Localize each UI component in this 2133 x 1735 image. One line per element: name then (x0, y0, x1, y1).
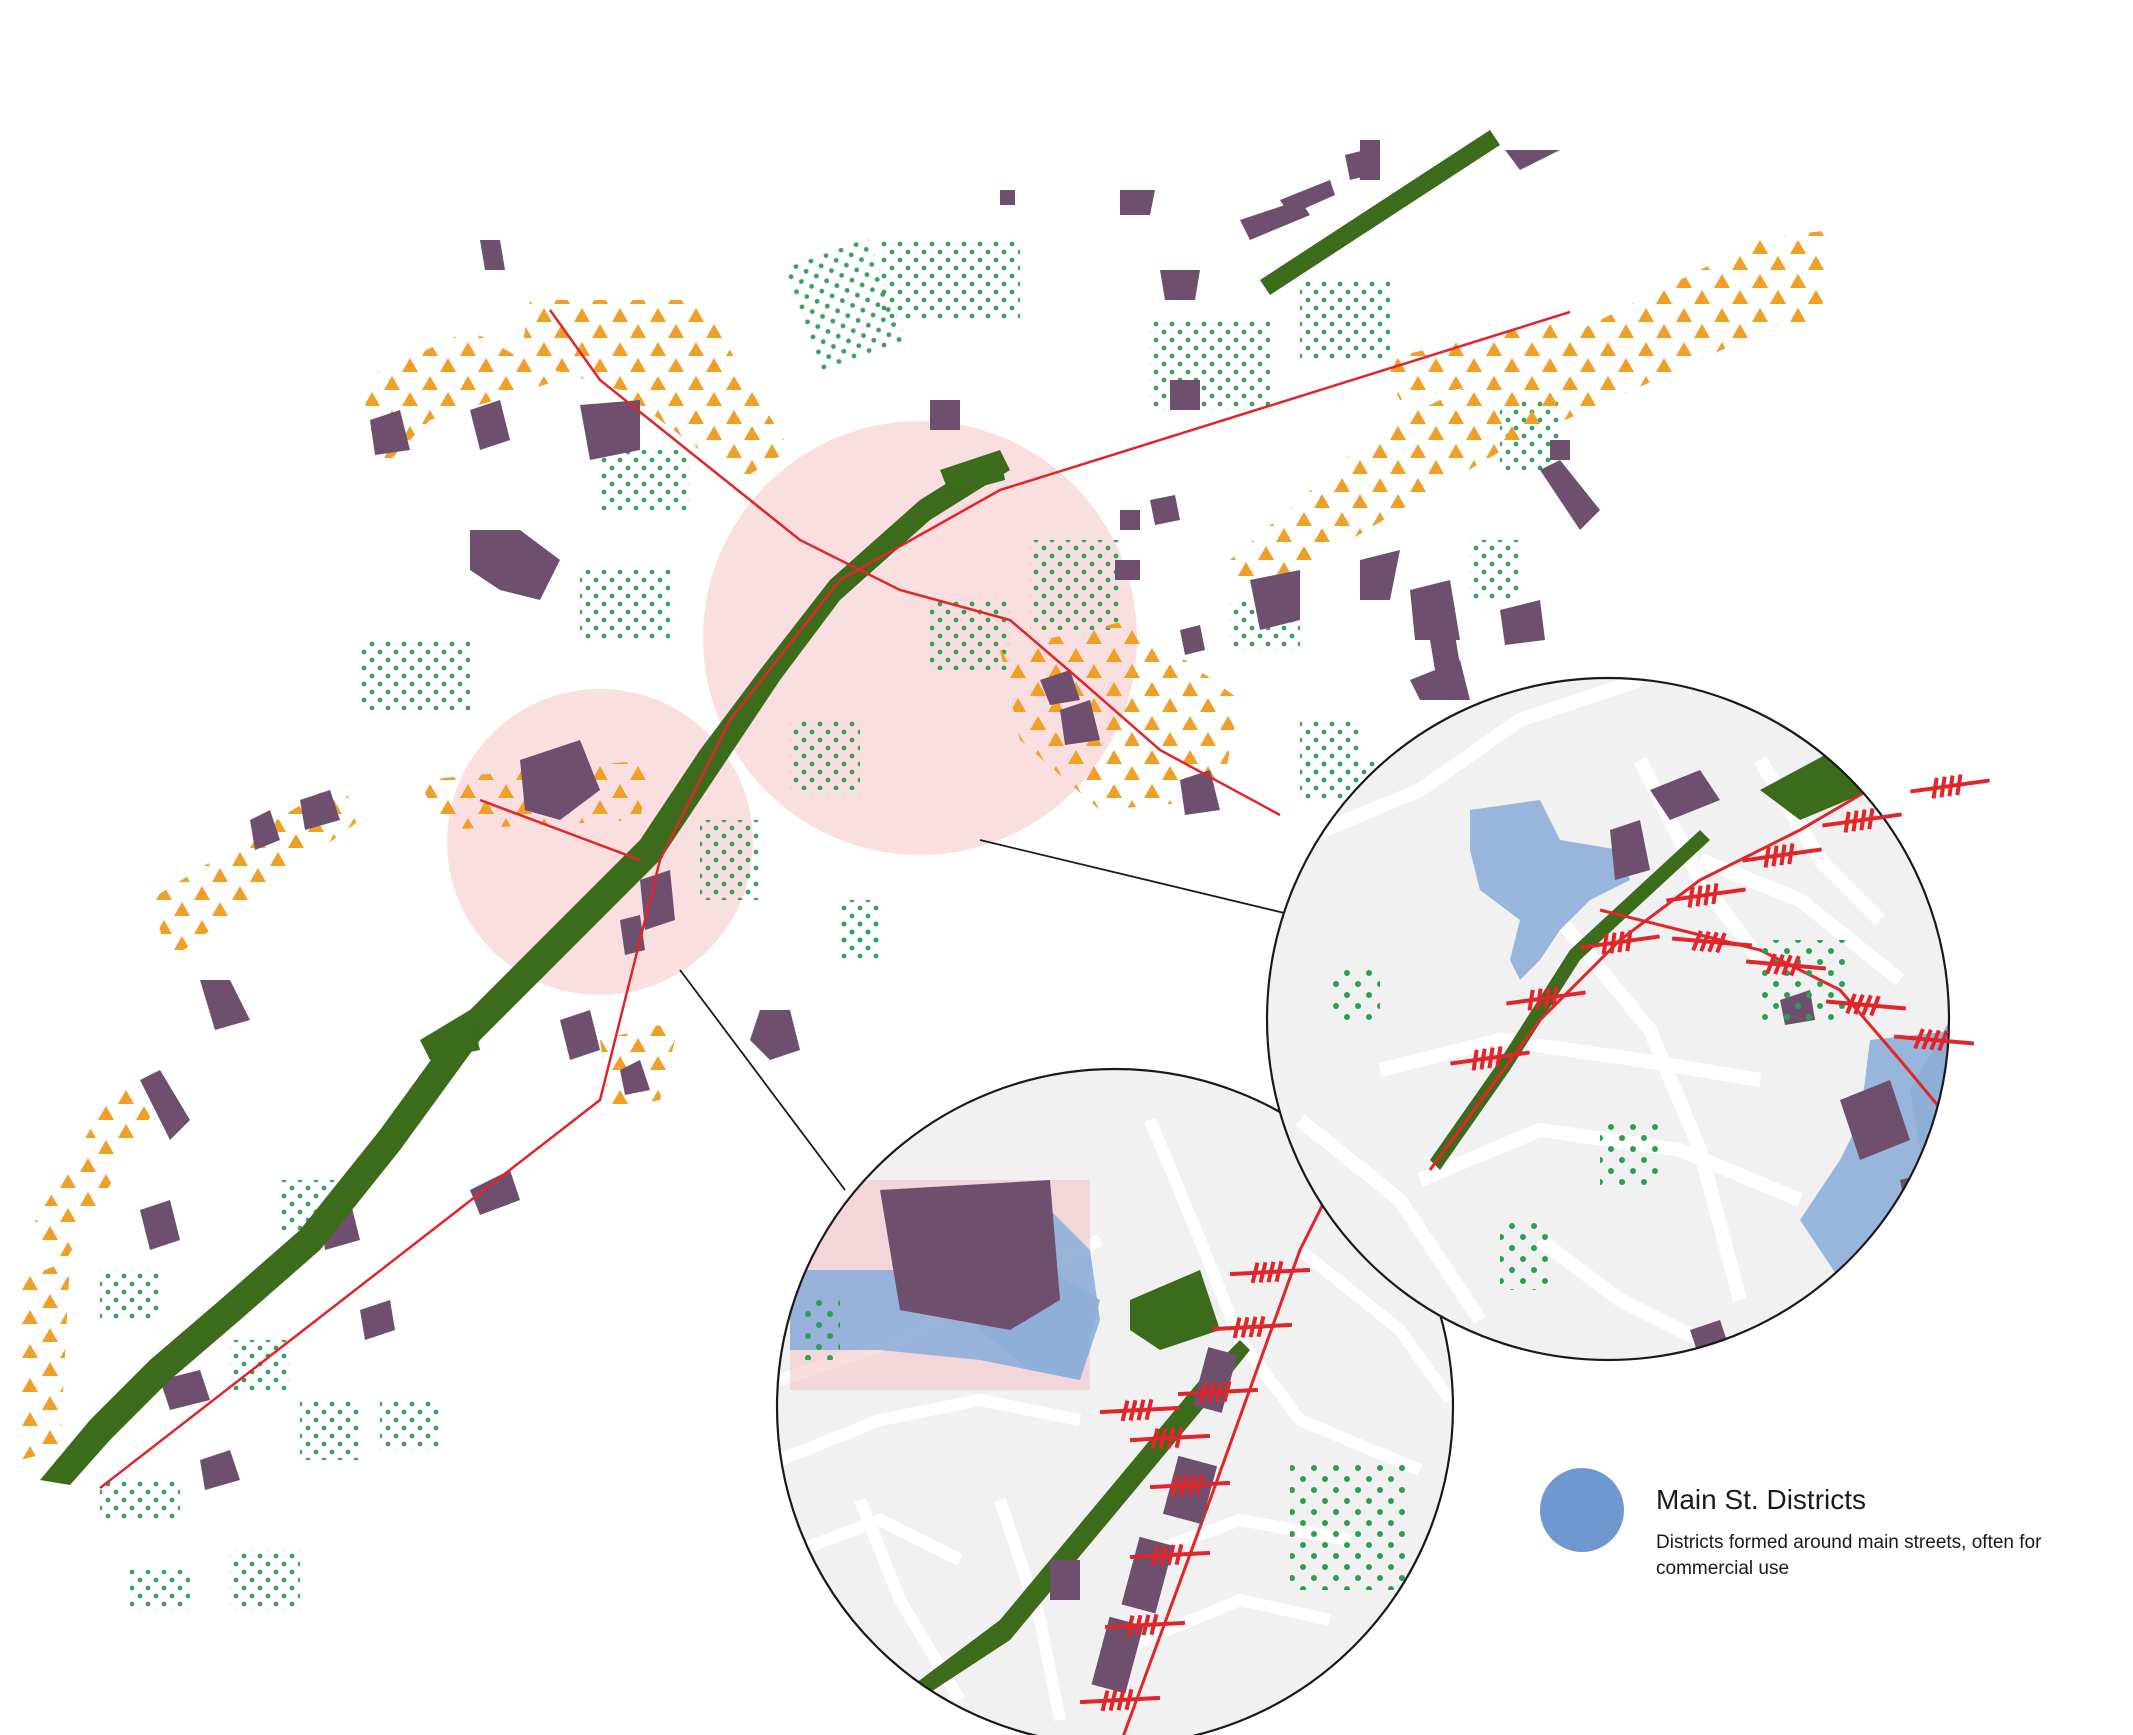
crossing-marker (1825, 993, 1907, 1017)
legend-title: Main St. Districts (1656, 1484, 1867, 1515)
crossing-marker (1104, 1613, 1186, 1637)
crossing-marker (1177, 1380, 1259, 1404)
main-streets (99, 309, 1571, 1489)
crossing-marker (1099, 1398, 1181, 1422)
crossing-markers-left (1079, 1260, 1311, 1712)
crossing-marker (1229, 1260, 1311, 1284)
inset-right (1265, 676, 1951, 1362)
crossing-marker (1580, 930, 1660, 955)
crossing-marker (1822, 808, 1902, 833)
buildings (140, 140, 1600, 1490)
crossing-marker (1671, 930, 1753, 954)
crossing-marker (1211, 1315, 1293, 1339)
crossing-marker (1742, 843, 1822, 868)
green-corridor (40, 130, 1500, 1485)
crossing-marker (1893, 1028, 1975, 1052)
crossing-marker (1450, 1046, 1530, 1071)
legend-swatch-circle (1540, 1468, 1624, 1552)
crossing-marker (1745, 953, 1827, 977)
crossing-marker (1910, 774, 1990, 799)
crossing-marker (1079, 1688, 1161, 1712)
legend-description: Districts formed around main streets, of… (1656, 1532, 2042, 1579)
crossing-markers-right (1450, 774, 1990, 1071)
crossing-marker (1129, 1426, 1211, 1450)
crossing-marker (1506, 986, 1586, 1011)
crossing-marker (1149, 1473, 1231, 1497)
tree-clusters (100, 237, 1560, 1610)
crossing-marker (1666, 883, 1746, 908)
crossing-marker (1129, 1543, 1211, 1567)
